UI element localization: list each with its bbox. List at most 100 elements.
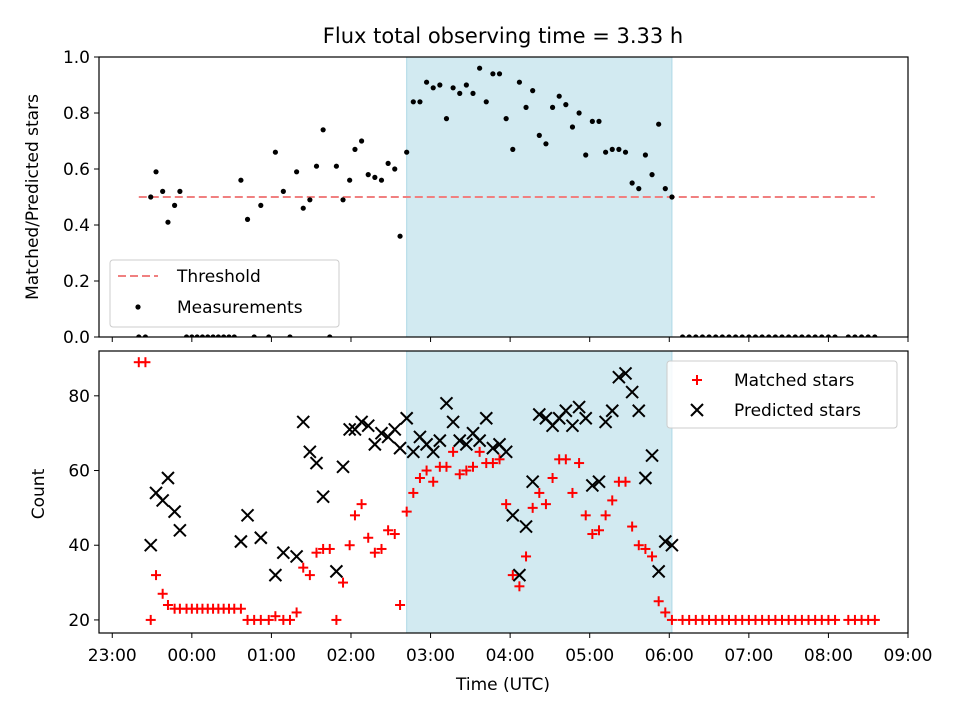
- predicted-point: [486, 441, 500, 455]
- matched-point: [338, 577, 349, 588]
- bottom-y-tick-label: 80: [68, 387, 90, 407]
- measurement-point: [352, 146, 358, 152]
- x-tick-label: 07:00: [724, 646, 773, 666]
- matched-point: [534, 487, 545, 498]
- measurement-point: [746, 334, 752, 337]
- predicted-point: [234, 534, 248, 549]
- matched-point: [428, 476, 439, 487]
- measurement-point: [772, 334, 778, 337]
- bottom-legend: Matched stars Predicted stars: [666, 360, 898, 429]
- predicted-point: [155, 493, 170, 508]
- measurement-point: [603, 149, 609, 155]
- x-axis-label: Time (UTC): [455, 675, 550, 695]
- matched-point: [291, 607, 302, 618]
- measurement-point: [503, 116, 509, 122]
- predicted-point: [512, 568, 527, 582]
- measurement-point: [215, 334, 221, 337]
- predicted-point: [459, 437, 474, 452]
- predicted-point: [406, 445, 421, 459]
- ratio-panel: 0.0 0.2 0.4 0.6 0.8 1.0: [63, 48, 909, 348]
- top-legend: Threshold Measurements: [109, 259, 340, 328]
- measurement-point: [699, 334, 706, 337]
- predicted-point: [173, 523, 187, 537]
- measurement-point: [153, 169, 159, 175]
- measurement-point: [805, 334, 812, 337]
- measurement-point: [523, 104, 529, 110]
- measurement-point: [589, 118, 595, 124]
- predicted-point: [453, 433, 467, 448]
- threshold-legend-label: Threshold: [176, 267, 261, 287]
- bottom-legend-box: [666, 360, 898, 429]
- measurement-point: [307, 197, 313, 203]
- measurement-point: [226, 334, 232, 337]
- measurement-point: [726, 334, 732, 337]
- matched-point: [474, 446, 485, 457]
- measurement-point: [397, 233, 403, 239]
- matched-point: [593, 525, 604, 536]
- measurement-point: [662, 186, 668, 192]
- predicted-point: [519, 519, 533, 534]
- matched-point: [640, 543, 651, 554]
- measurement-point: [231, 334, 237, 337]
- x-tick-label: 06:00: [645, 646, 694, 666]
- measurement-point: [596, 118, 602, 124]
- predicted-point: [665, 538, 679, 552]
- matched-point: [331, 614, 342, 625]
- measurement-point: [177, 188, 183, 194]
- measurement-point: [629, 180, 635, 186]
- matched-point: [540, 499, 551, 510]
- measurement-point: [477, 65, 483, 71]
- matched-point: [869, 614, 880, 625]
- top-plot-area: [136, 65, 878, 337]
- measurement-point: [832, 334, 838, 337]
- matched-point: [324, 543, 335, 554]
- matched-point: [660, 607, 671, 618]
- predicted-point: [658, 534, 673, 549]
- predicted-point: [368, 437, 382, 452]
- measurement-point: [410, 99, 416, 105]
- predicted-point: [399, 411, 414, 425]
- x-tick-label: 08:00: [804, 646, 853, 666]
- measurement-point: [470, 90, 476, 96]
- predicted-point: [479, 411, 493, 425]
- x-tick-label: 09:00: [884, 646, 933, 666]
- measurement-point: [463, 82, 469, 88]
- measurement-point: [812, 334, 818, 337]
- measurement-point: [392, 166, 398, 172]
- matched-point: [527, 502, 538, 513]
- matched-point: [487, 458, 498, 469]
- measurement-point: [347, 177, 353, 183]
- matched-legend-swatch: [692, 375, 702, 385]
- measurement-point: [199, 334, 206, 337]
- x-tick-label: 02:00: [326, 646, 375, 666]
- top-y-tick-label: 0.0: [63, 328, 90, 348]
- predicted-point: [374, 426, 389, 440]
- x-tick-label: 04:00: [486, 646, 535, 666]
- predicted-point: [618, 366, 633, 381]
- measurement-point: [142, 334, 149, 337]
- measurement-point: [194, 334, 200, 337]
- measurement-point: [287, 334, 293, 337]
- matched-point: [567, 487, 578, 498]
- predicted-point: [579, 411, 593, 425]
- predicted-series: [144, 366, 679, 582]
- measurement-point: [556, 93, 562, 99]
- x-tick-label: 00:00: [167, 646, 216, 666]
- matched-point: [830, 614, 841, 625]
- measurement-point: [792, 334, 798, 337]
- matched-point: [145, 614, 156, 625]
- predicted-point: [651, 564, 666, 579]
- predicted-point: [254, 531, 268, 545]
- predicted-point: [354, 415, 369, 429]
- measurement-point: [189, 334, 195, 337]
- predicted-point: [167, 504, 182, 519]
- measurement-point: [609, 146, 615, 152]
- measurement-point: [437, 82, 443, 88]
- measurement-point: [679, 334, 686, 337]
- matched-point: [647, 551, 658, 562]
- matched-point: [494, 454, 505, 465]
- measurement-point: [205, 334, 211, 337]
- predicted-legend-swatch: [690, 403, 704, 417]
- measurement-point: [543, 141, 549, 147]
- matched-point: [298, 562, 309, 573]
